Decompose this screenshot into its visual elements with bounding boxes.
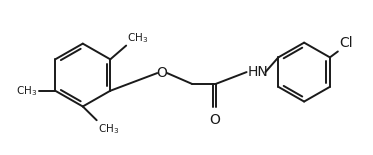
Text: HN: HN (248, 65, 268, 79)
Text: CH$_3$: CH$_3$ (98, 122, 119, 136)
Text: Cl: Cl (339, 36, 352, 51)
Text: CH$_3$: CH$_3$ (127, 31, 148, 45)
Text: CH$_3$: CH$_3$ (16, 84, 37, 98)
Text: O: O (209, 113, 220, 127)
Text: O: O (156, 66, 167, 80)
